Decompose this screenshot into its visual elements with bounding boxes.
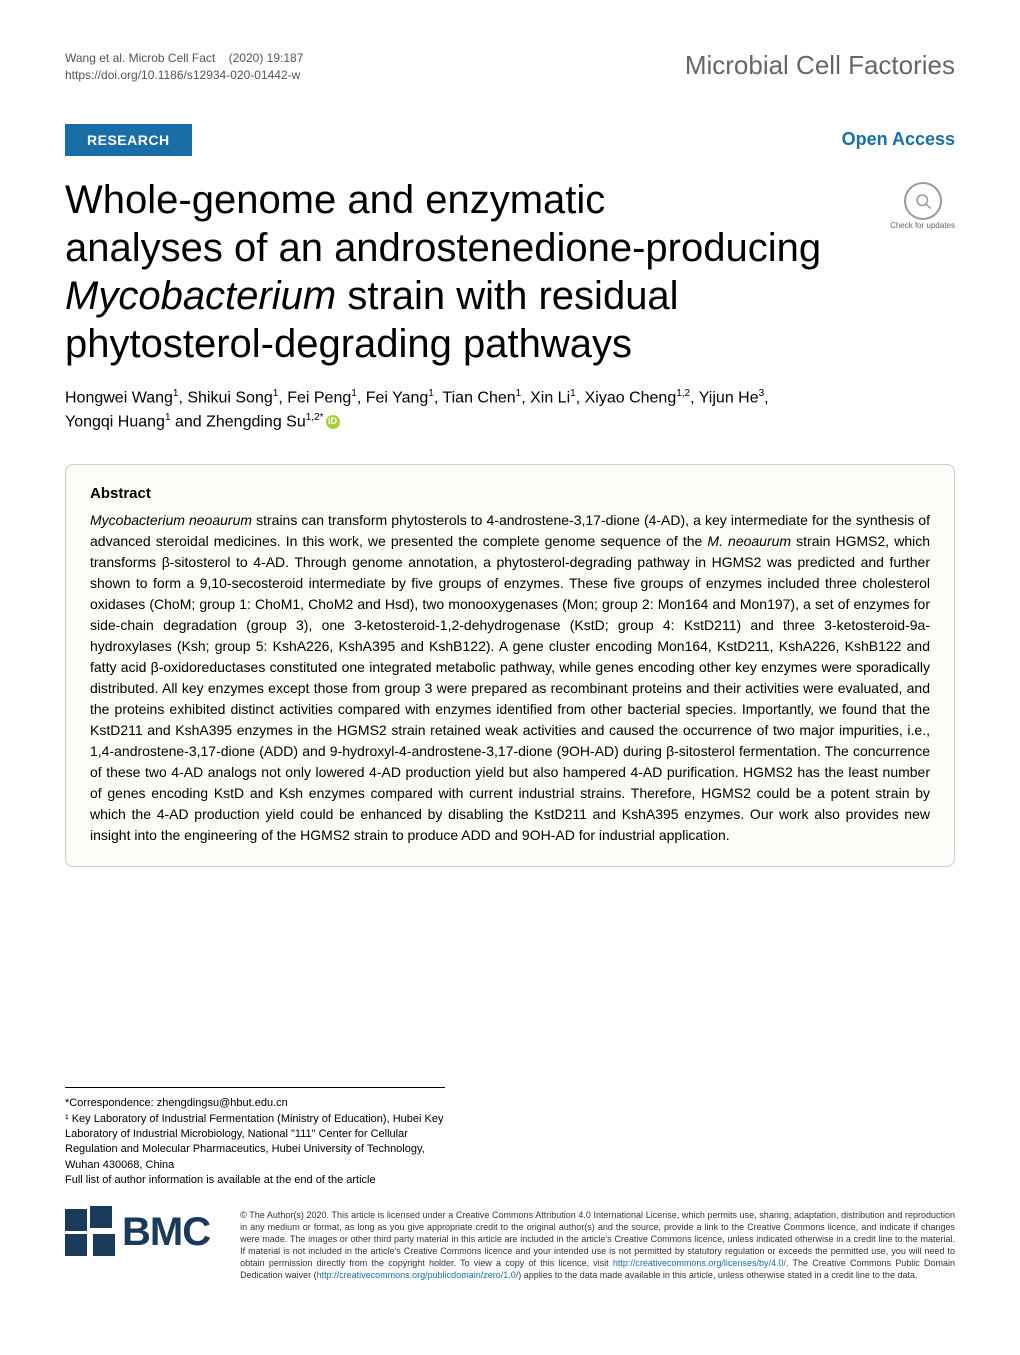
orcid-icon[interactable]: iD [326,415,340,429]
research-badge: RESEARCH [65,124,192,156]
crossmark-widget[interactable]: Check for updates [890,176,955,231]
crossmark-label: Check for updates [890,222,955,231]
journal-name: Microbial Cell Factories [685,50,955,81]
open-access-label: Open Access [842,129,955,150]
footer-row: BMC © The Author(s) 2020. This article i… [65,1209,955,1282]
article-title: Whole-genome and enzymatic analyses of a… [65,176,870,368]
bmc-logo-text: BMC [122,1210,210,1255]
affiliation-1: ¹ Key Laboratory of Industrial Fermentat… [65,1112,445,1174]
correspondence-email: *Correspondence: zhengdingsu@hbut.edu.cn [65,1096,445,1111]
citation-year-vol [219,51,229,65]
bmc-logo-icon [65,1209,112,1256]
crossmark-icon [904,182,942,220]
doi: https://doi.org/10.1186/s12934-020-01442… [65,68,300,82]
license-link-pd[interactable]: http://creativecommons.org/publicdomain/… [317,1270,519,1280]
bmc-logo: BMC [65,1209,210,1256]
license-link-cc[interactable]: http://creativecommons.org/licenses/by/4… [613,1258,786,1268]
header: Wang et al. Microb Cell Fact (2020) 19:1… [65,50,955,84]
license-text: © The Author(s) 2020. This article is li… [240,1209,955,1282]
citation-authors: Wang et al. Microb Cell Fact [65,51,215,65]
citation-block: Wang et al. Microb Cell Fact (2020) 19:1… [65,50,303,84]
abstract-heading: Abstract [90,485,930,502]
abstract-text: Mycobacterium neoaurum strains can trans… [90,510,930,846]
category-bar: RESEARCH Open Access [65,124,955,156]
correspondence-section: *Correspondence: zhengdingsu@hbut.edu.cn… [65,1087,445,1188]
abstract-box: Abstract Mycobacterium neoaurum strains … [65,464,955,867]
author-info-footnote: Full list of author information is avail… [65,1173,445,1188]
author-list: Hongwei Wang1, Shikui Song1, Fei Peng1, … [65,386,955,435]
